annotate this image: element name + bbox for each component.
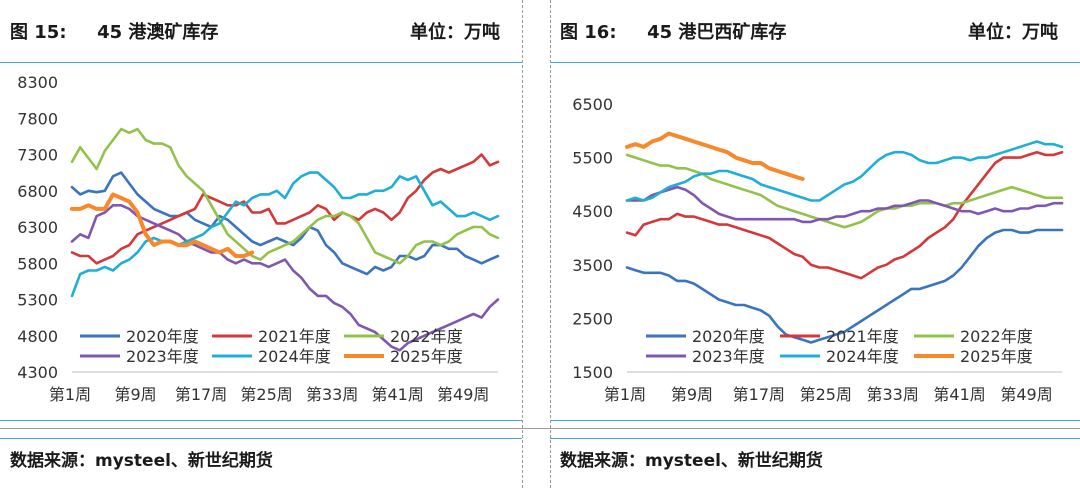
x-tick-label: 第17周 bbox=[733, 385, 785, 404]
y-tick-label: 5800 bbox=[17, 254, 58, 273]
x-tick-label: 第49周 bbox=[437, 385, 489, 404]
y-tick-label: 8300 bbox=[17, 73, 58, 92]
y-tick-label: 7300 bbox=[17, 146, 58, 165]
x-tick-label: 第41周 bbox=[933, 385, 985, 404]
y-tick-label: 2500 bbox=[572, 309, 613, 328]
y-tick-label: 6500 bbox=[572, 95, 613, 114]
y-tick-label: 5300 bbox=[17, 291, 58, 310]
series-line-2024 bbox=[625, 140, 1064, 202]
series-line-2023 bbox=[70, 204, 500, 352]
divider-left bbox=[522, 0, 523, 488]
right-figure-title: 图 16: 45 港巴西矿库存 bbox=[560, 18, 786, 44]
left-title: 45 港澳矿库存 bbox=[97, 22, 219, 43]
legend-label: 2020年度 bbox=[692, 327, 765, 346]
divider-right bbox=[550, 0, 551, 488]
series-line-2020 bbox=[70, 171, 500, 276]
x-tick-label: 第1周 bbox=[49, 385, 91, 404]
legend-label: 2024年度 bbox=[826, 347, 899, 366]
right-chart: 1500 2500 3500 4500 5500 6500 第1周 第9周 第17周 第25周 第3… bbox=[572, 95, 1064, 404]
right-source-rule bbox=[550, 438, 1080, 439]
legend-label: 2025年度 bbox=[390, 347, 463, 366]
series-line-2020 bbox=[625, 228, 1064, 344]
right-unit: 单位：万吨 bbox=[968, 22, 1058, 43]
y-tick-label: 4300 bbox=[17, 363, 58, 382]
series-line-2025 bbox=[70, 192, 255, 258]
separator-line bbox=[0, 428, 1080, 429]
legend-label: 2021年度 bbox=[826, 327, 899, 346]
series-line-2024 bbox=[70, 171, 500, 298]
y-tick-label: 5500 bbox=[572, 149, 613, 168]
y-tick-label: 6800 bbox=[17, 182, 58, 201]
series-line-2022 bbox=[625, 153, 1064, 229]
legend-label: 2022年度 bbox=[390, 327, 463, 346]
x-tick-label: 第9周 bbox=[114, 385, 156, 404]
left-header: 图 15: 45 港澳矿库存 单位：万吨 bbox=[0, 0, 522, 62]
x-tick-label: 第33周 bbox=[867, 385, 919, 404]
x-tick-label: 第33周 bbox=[306, 385, 358, 404]
left-panel: 图 15: 45 港澳矿库存 单位：万吨 4300 4800 5300 5800 630… bbox=[0, 0, 522, 488]
x-tick-label: 第1周 bbox=[604, 385, 646, 404]
left-header-rule bbox=[0, 62, 522, 63]
series-line-2023 bbox=[625, 185, 1064, 224]
legend-label: 2022年度 bbox=[960, 327, 1033, 346]
right-figure-number: 图 16: bbox=[560, 22, 617, 43]
legend-label: 2023年度 bbox=[692, 347, 765, 366]
series-line-2021 bbox=[625, 150, 1064, 280]
x-tick-label: 第17周 bbox=[175, 385, 227, 404]
left-footer-rule bbox=[0, 420, 522, 421]
legend-label: 2023年度 bbox=[126, 347, 199, 366]
right-header-rule bbox=[550, 62, 1080, 63]
y-tick-label: 7800 bbox=[17, 109, 58, 128]
right-panel: 图 16: 45 港巴西矿库存 单位：万吨 1500 2500 3500 4500 55… bbox=[550, 0, 1080, 488]
left-unit: 单位：万吨 bbox=[410, 22, 500, 43]
left-figure-number: 图 15: bbox=[10, 22, 67, 43]
right-source: 数据来源：mysteel、新世纪期货 bbox=[560, 451, 823, 471]
legend-label: 2024年度 bbox=[258, 347, 331, 366]
series-line-2022 bbox=[70, 127, 500, 265]
x-tick-label: 第49周 bbox=[1000, 385, 1052, 404]
right-title: 45 港巴西矿库存 bbox=[647, 22, 787, 43]
series-line-2025 bbox=[625, 131, 805, 181]
right-footer-rule bbox=[550, 420, 1080, 421]
left-source: 数据来源：mysteel、新世纪期货 bbox=[10, 451, 273, 471]
y-tick-label: 3500 bbox=[572, 256, 613, 275]
x-tick-label: 第25周 bbox=[240, 385, 292, 404]
x-tick-label: 第9周 bbox=[671, 385, 713, 404]
y-tick-label: 4800 bbox=[17, 327, 58, 346]
y-tick-label: 1500 bbox=[572, 363, 613, 382]
right-header: 图 16: 45 港巴西矿库存 单位：万吨 bbox=[550, 0, 1080, 62]
x-tick-label: 第41周 bbox=[372, 385, 424, 404]
y-tick-label: 4500 bbox=[572, 202, 613, 221]
left-source-rule bbox=[0, 438, 522, 439]
legend-label: 2021年度 bbox=[258, 327, 331, 346]
legend-label: 2025年度 bbox=[960, 347, 1033, 366]
left-chart: 4300 4800 5300 5800 6300 6800 7300 7800 8300 第1周 第… bbox=[17, 73, 500, 404]
left-figure-title: 图 15: 45 港澳矿库存 bbox=[10, 18, 218, 44]
x-tick-label: 第25周 bbox=[800, 385, 852, 404]
legend-label: 2020年度 bbox=[126, 327, 199, 346]
y-tick-label: 6300 bbox=[17, 218, 58, 237]
